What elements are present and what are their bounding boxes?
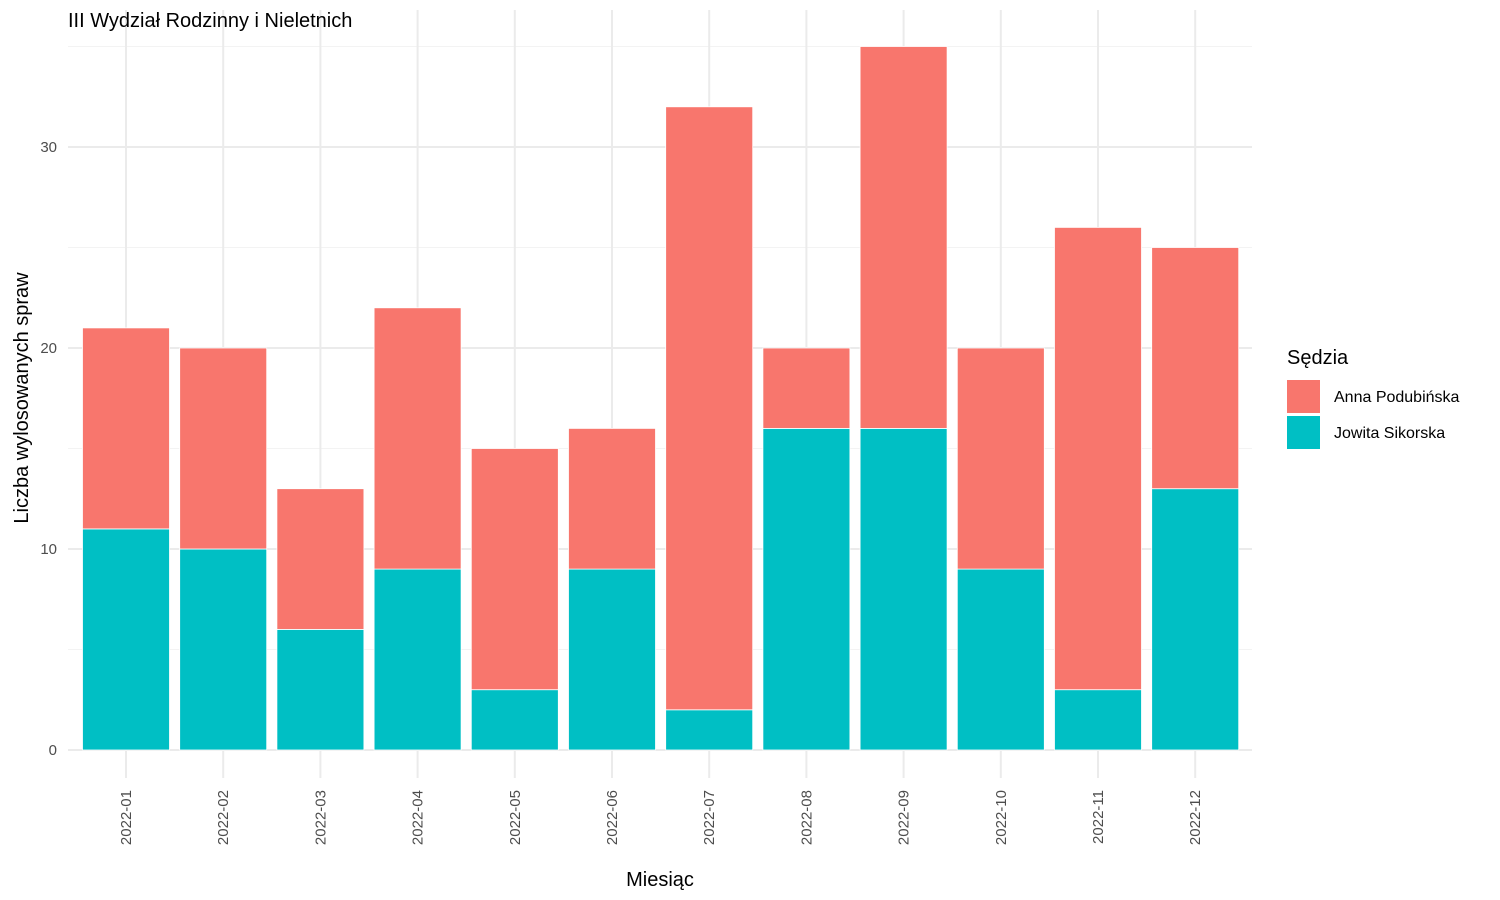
x-tick-label: 2022-09 xyxy=(896,790,913,845)
bar-segment xyxy=(373,307,462,570)
y-axis-ticks: 0 10 20 30 xyxy=(40,139,57,759)
bar-segment xyxy=(1054,226,1142,691)
y-tick-label: 20 xyxy=(40,340,57,357)
y-tick-label: 30 xyxy=(40,139,57,156)
bar-segment xyxy=(1151,247,1240,490)
bar-segment xyxy=(470,448,559,691)
y-axis-title: Liczba wylosowanych spraw xyxy=(11,272,33,524)
x-tick-label: 2022-06 xyxy=(604,790,621,845)
bar-segment xyxy=(859,46,948,429)
bar-segment xyxy=(82,327,170,530)
x-tick-label: 2022-04 xyxy=(410,790,427,845)
chart-title: III Wydział Rodzinny i Nieletnich xyxy=(68,10,352,32)
legend-title: Sędzia xyxy=(1287,347,1349,369)
bar-segment xyxy=(568,427,656,570)
bar-segment xyxy=(665,709,754,751)
x-axis-ticks: 2022-01 2022-02 2022-03 2022-04 2022-05 2022-… xyxy=(118,790,1204,845)
x-tick-label: 2022-11 xyxy=(1090,790,1107,844)
x-tick-label: 2022-08 xyxy=(798,790,815,845)
bar-segment xyxy=(762,427,851,751)
x-axis-title: Miesiąc xyxy=(626,869,694,891)
x-tick-label: 2022-10 xyxy=(993,790,1010,845)
bars xyxy=(82,46,1240,751)
bar-segment xyxy=(179,548,268,751)
bar-segment xyxy=(276,629,365,751)
bar-segment xyxy=(82,528,170,751)
bar-segment xyxy=(762,347,851,429)
legend-label: Anna Podubińska xyxy=(1334,389,1460,406)
x-tick-label: 2022-12 xyxy=(1187,790,1204,845)
legend-label: Jowita Sikorska xyxy=(1334,425,1445,442)
legend-swatch xyxy=(1287,416,1320,449)
bar-segment xyxy=(179,347,268,550)
x-tick-label: 2022-07 xyxy=(701,790,718,845)
bar-segment xyxy=(956,568,1045,751)
bar-segment xyxy=(956,347,1045,570)
bar-segment xyxy=(568,568,656,751)
bar-segment xyxy=(1054,689,1142,751)
bar-segment xyxy=(470,689,559,751)
bar-segment xyxy=(276,488,365,630)
x-tick-label: 2022-05 xyxy=(507,790,524,845)
legend-swatch xyxy=(1287,380,1320,413)
bar-segment xyxy=(665,106,754,711)
bar-segment xyxy=(859,427,948,751)
y-tick-label: 0 xyxy=(49,742,57,759)
x-tick-label: 2022-02 xyxy=(215,790,232,845)
x-tick-label: 2022-01 xyxy=(118,790,135,845)
x-tick-label: 2022-03 xyxy=(312,790,329,845)
bar-segment xyxy=(373,568,462,751)
bar-segment xyxy=(1151,488,1240,751)
legend: Sędzia Anna Podubińska Jowita Sikorska xyxy=(1287,347,1460,449)
y-tick-label: 10 xyxy=(40,541,57,558)
